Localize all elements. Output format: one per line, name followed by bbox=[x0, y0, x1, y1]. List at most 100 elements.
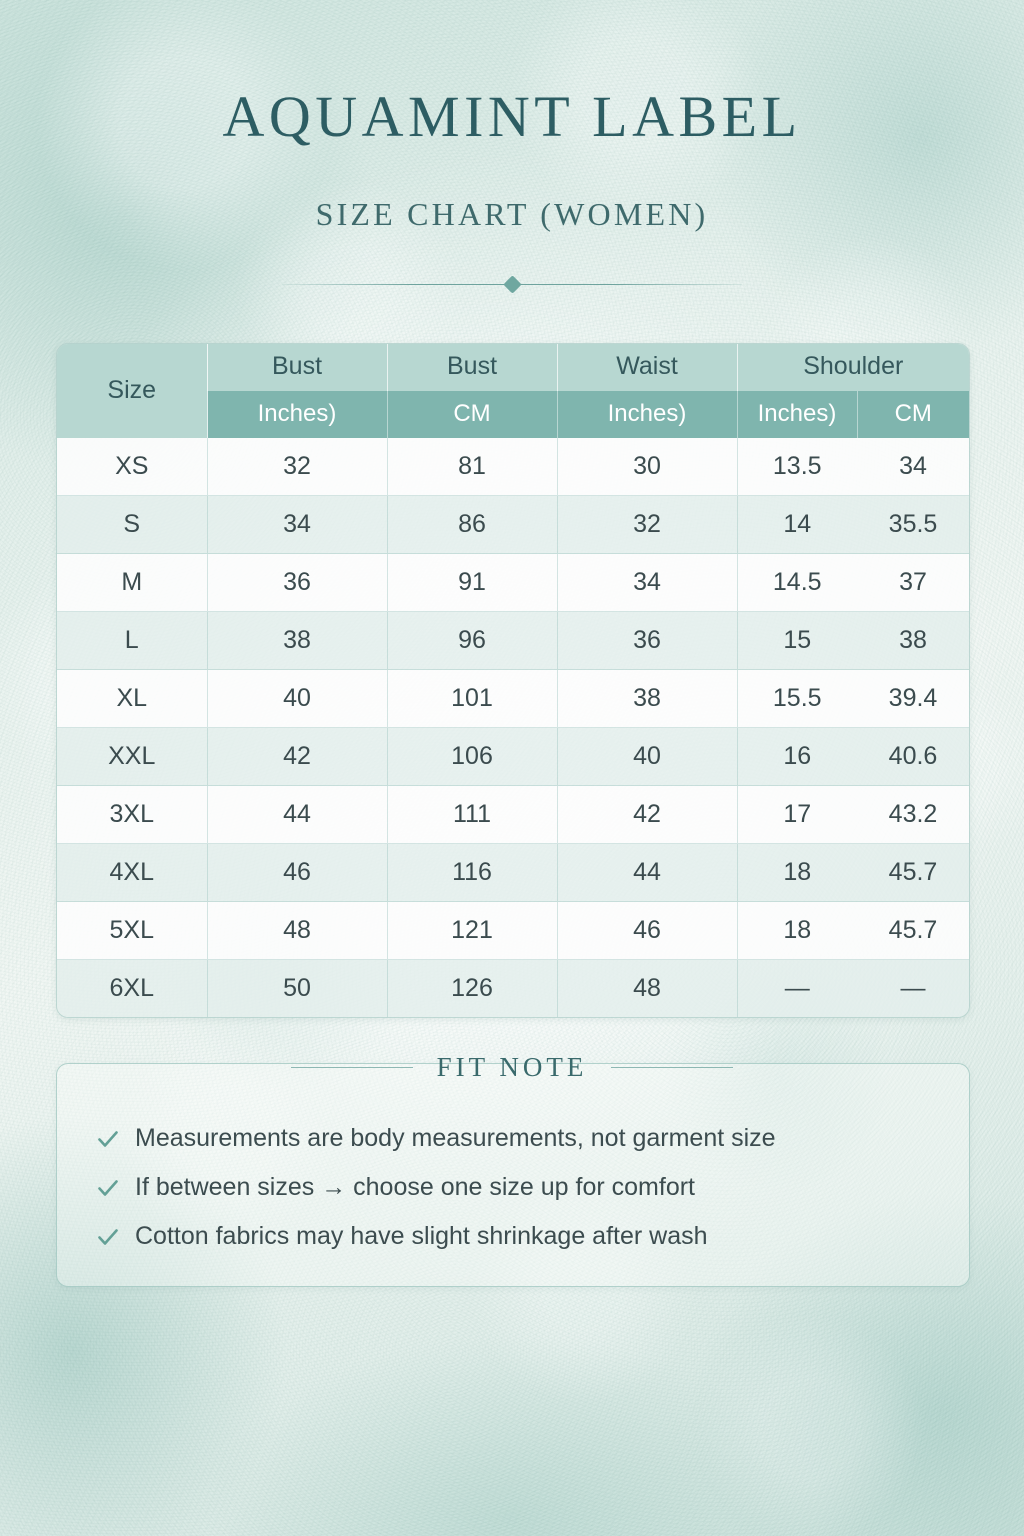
cell-shoulder-inches: 18 bbox=[737, 843, 857, 902]
cell-shoulder-inches: 18 bbox=[737, 901, 857, 960]
cell-bust-inches: 50 bbox=[207, 959, 388, 1017]
header-unit-shoulder-cm: CM bbox=[857, 391, 969, 438]
cell-shoulder-cm: 37 bbox=[857, 553, 969, 612]
cell-shoulder-cm: 39.4 bbox=[857, 669, 969, 728]
cell-bust-cm: 106 bbox=[387, 727, 558, 786]
cell-bust-cm: 101 bbox=[387, 669, 558, 728]
cell-waist-inches: 34 bbox=[557, 553, 738, 612]
cell-size: L bbox=[57, 611, 208, 670]
cell-bust-cm: 86 bbox=[387, 495, 558, 554]
fit-note-rule-left bbox=[290, 1066, 413, 1068]
cell-shoulder-inches: 15.5 bbox=[737, 669, 857, 728]
table-row: XS 32 81 30 13.5 34 bbox=[57, 438, 969, 496]
cell-waist-inches: 40 bbox=[557, 727, 738, 786]
cell-bust-inches: 44 bbox=[207, 785, 388, 844]
size-table: Size Bust Bust Waist Shoulder Inches) CM… bbox=[57, 344, 969, 1017]
cell-bust-inches: 48 bbox=[207, 901, 388, 960]
table-row: S 34 86 32 14 35.5 bbox=[57, 495, 969, 554]
cell-bust-inches: 38 bbox=[207, 611, 388, 670]
header-unit-bust-cm: CM bbox=[387, 391, 558, 438]
cell-size: XL bbox=[57, 669, 208, 728]
cell-bust-inches: 36 bbox=[207, 553, 388, 612]
fit-note-list: Measurements are body measurements, not … bbox=[95, 1114, 939, 1261]
table-row: 5XL 48 121 46 18 45.7 bbox=[57, 901, 969, 960]
fit-note-text: If between sizes → choose one size up fo… bbox=[135, 1173, 695, 1201]
cell-waist-inches: 42 bbox=[557, 785, 738, 844]
cell-size: 3XL bbox=[57, 785, 208, 844]
cell-bust-inches: 34 bbox=[207, 495, 388, 554]
cell-waist-inches: 38 bbox=[557, 669, 738, 728]
cell-waist-inches: 44 bbox=[557, 843, 738, 902]
cell-waist-inches: 32 bbox=[557, 495, 738, 554]
cell-shoulder-inches: 16 bbox=[737, 727, 857, 786]
fit-note-title: FIT NOTE bbox=[436, 1051, 588, 1082]
table-header-unit-row: Inches) CM Inches) Inches) CM bbox=[57, 391, 969, 438]
table-row: XL 40 101 38 15.5 39.4 bbox=[57, 669, 969, 728]
cell-waist-inches: 48 bbox=[557, 959, 738, 1017]
header-unit-waist-inches: Inches) bbox=[557, 391, 738, 438]
table-row: XXL 42 106 40 16 40.6 bbox=[57, 727, 969, 786]
cell-bust-inches: 42 bbox=[207, 727, 388, 786]
cell-size: 5XL bbox=[57, 901, 208, 960]
fit-note-rule-right bbox=[611, 1066, 734, 1068]
cell-shoulder-inches: 14.5 bbox=[737, 553, 857, 612]
header-waist-group: Waist bbox=[557, 344, 738, 391]
cell-shoulder-inches: 13.5 bbox=[737, 438, 857, 496]
brand-title: AQUAMINT LABEL bbox=[222, 84, 802, 149]
cell-bust-inches: 32 bbox=[207, 438, 388, 496]
cell-shoulder-cm: 45.7 bbox=[857, 901, 969, 960]
table-row: 3XL 44 111 42 17 43.2 bbox=[57, 785, 969, 844]
size-table-card: Size Bust Bust Waist Shoulder Inches) CM… bbox=[56, 343, 970, 1018]
list-item: Cotton fabrics may have slight shrinkage… bbox=[95, 1212, 939, 1261]
cell-shoulder-cm: — bbox=[857, 959, 969, 1017]
cell-shoulder-cm: 38 bbox=[857, 611, 969, 670]
table-row: 4XL 46 116 44 18 45.7 bbox=[57, 843, 969, 902]
cell-bust-inches: 46 bbox=[207, 843, 388, 902]
title-divider bbox=[282, 275, 742, 294]
cell-waist-inches: 46 bbox=[557, 901, 738, 960]
check-icon bbox=[95, 1175, 121, 1201]
cell-bust-cm: 121 bbox=[387, 901, 558, 960]
cell-shoulder-cm: 34 bbox=[857, 438, 969, 496]
fit-note-text: Cotton fabrics may have slight shrinkage… bbox=[135, 1222, 708, 1250]
size-table-body: XS 32 81 30 13.5 34 S 34 86 32 14 35.5 M bbox=[57, 438, 969, 1017]
check-icon bbox=[95, 1126, 121, 1152]
cell-bust-cm: 126 bbox=[387, 959, 558, 1017]
cell-shoulder-inches: 15 bbox=[737, 611, 857, 670]
cell-shoulder-cm: 43.2 bbox=[857, 785, 969, 844]
header-size: Size bbox=[57, 344, 208, 438]
fit-note-heading: FIT NOTE bbox=[0, 1050, 1024, 1084]
header-unit-bust-inches: Inches) bbox=[207, 391, 388, 438]
cell-size: 4XL bbox=[57, 843, 208, 902]
cell-shoulder-inches: 14 bbox=[737, 495, 857, 554]
cell-size: S bbox=[57, 495, 208, 554]
list-item: If between sizes → choose one size up fo… bbox=[95, 1163, 939, 1212]
cell-waist-inches: 30 bbox=[557, 438, 738, 496]
table-header-group-row: Size Bust Bust Waist Shoulder bbox=[57, 344, 969, 438]
cell-bust-cm: 116 bbox=[387, 843, 558, 902]
header-bust-cm-group: Bust bbox=[387, 344, 558, 391]
cell-shoulder-cm: 35.5 bbox=[857, 495, 969, 554]
header-unit-shoulder-inches: Inches) bbox=[737, 391, 858, 438]
cell-size: M bbox=[57, 553, 208, 612]
cell-size: XXL bbox=[57, 727, 208, 786]
header-bust-inches-group: Bust bbox=[207, 344, 388, 391]
table-row: 6XL 50 126 48 — — bbox=[57, 959, 969, 1017]
size-table-head: Size Bust Bust Waist Shoulder Inches) CM… bbox=[57, 344, 969, 438]
cell-bust-cm: 91 bbox=[387, 553, 558, 612]
cell-waist-inches: 36 bbox=[557, 611, 738, 670]
fit-note-box: Measurements are body measurements, not … bbox=[56, 1063, 970, 1287]
cell-shoulder-cm: 45.7 bbox=[857, 843, 969, 902]
cell-shoulder-inches: — bbox=[737, 959, 857, 1017]
cell-shoulder-inches: 17 bbox=[737, 785, 857, 844]
cell-bust-cm: 111 bbox=[387, 785, 558, 844]
diamond-ornament-icon bbox=[502, 275, 522, 294]
cell-size: XS bbox=[57, 438, 208, 496]
cell-size: 6XL bbox=[57, 959, 208, 1017]
table-row: L 38 96 36 15 38 bbox=[57, 611, 969, 670]
cell-bust-cm: 96 bbox=[387, 611, 558, 670]
page-subtitle: SIZE CHART (WOMEN) bbox=[315, 196, 709, 232]
cell-shoulder-cm: 40.6 bbox=[857, 727, 969, 786]
fit-note-text: Measurements are body measurements, not … bbox=[135, 1124, 776, 1152]
